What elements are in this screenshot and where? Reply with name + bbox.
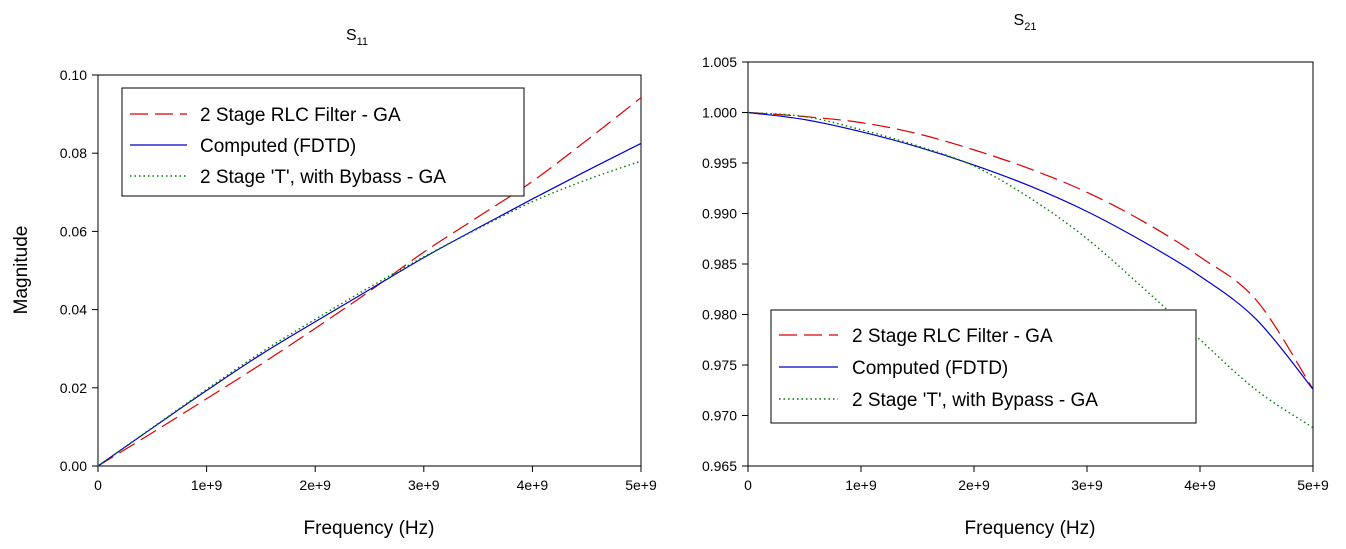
s21-title: S21	[1014, 12, 1037, 33]
s11-x-tick-label: 1e+9	[191, 477, 223, 493]
s21-series-line-3	[747, 111, 1314, 429]
s21-x-tick-label: 3e+9	[1071, 477, 1103, 493]
s21-x-axis-label: Frequency (Hz)	[965, 518, 1096, 539]
s21-y-tick-label: 0.980	[702, 307, 737, 323]
s21-y-tick-label: 0.970	[702, 408, 737, 424]
s11-legend-box	[121, 87, 525, 197]
s11-plot-frame	[97, 74, 642, 467]
s21-series-line-2	[747, 111, 1314, 390]
s21-legend: 2 Stage RLC Filter - GA Computed (FDTD) 2 …	[770, 309, 1197, 424]
s21-x-tick-label: 2e+9	[958, 477, 990, 493]
s11-chart: S11 0 1e+9 2e+9 3e+9 4e+9 5e+9 0.000.020.040.…	[11, 27, 657, 539]
s21-legend-label-2: Computed (FDTD)	[852, 358, 1008, 379]
s11-x-tick-label: 3e+9	[408, 477, 440, 493]
s11-y-tick-label: 0.02	[60, 380, 87, 396]
s11-x-tick-label: 5e+9	[625, 477, 657, 493]
s11-y-axis-label: Magnitude	[11, 226, 32, 315]
s11-y-ticks: 0.00 0.02 0.04 0.06 0.08 0.10	[60, 67, 98, 474]
s21-x-tick-label: 1e+9	[845, 477, 877, 493]
s21-legend-label-1: 2 Stage RLC Filter - GA	[852, 326, 1053, 347]
s21-legend-box	[770, 309, 1197, 424]
s21-x-ticks: 0 1e+9 2e+9 3e+9 4e+9 5e+9	[744, 466, 1329, 493]
s21-series-line-1	[747, 111, 1314, 390]
s11-x-axis-label: Frequency (Hz)	[304, 518, 435, 539]
s21-y-tick-label: 0.990	[702, 206, 737, 222]
s21-legend-label-3: 2 Stage 'T', with Bypass - GA	[852, 390, 1098, 411]
s11-y-tick-label: 0.08	[60, 145, 87, 161]
s11-legend-label-3: 2 Stage 'T', with Bybass - GA	[200, 167, 446, 188]
s11-x-tick-label: 0	[94, 477, 102, 493]
s11-legend-label-2: Computed (FDTD)	[200, 136, 356, 157]
s11-y-tick-label: 0.04	[60, 302, 87, 318]
s11-x-tick-label: 4e+9	[517, 477, 549, 493]
s21-y-ticks: 0.965 0.970 0.975 0.980 0.985 0.990 0.995 1.000…	[702, 54, 748, 474]
s11-y-tick-label: 0.10	[60, 67, 87, 83]
s21-y-tick-label: 1.005	[702, 54, 737, 70]
s11-series	[97, 97, 642, 467]
s11-x-tick-label: 2e+9	[299, 477, 331, 493]
s21-x-tick-label: 5e+9	[1297, 477, 1329, 493]
s11-legend-label-1: 2 Stage RLC Filter - GA	[200, 105, 401, 126]
s21-y-tick-label: 1.000	[702, 105, 737, 121]
s11-x-ticks: 0 1e+9 2e+9 3e+9 4e+9 5e+9	[94, 466, 657, 493]
s11-series-line-3	[97, 160, 642, 467]
s21-series	[747, 111, 1314, 429]
s21-y-tick-label: 0.965	[702, 458, 737, 474]
s11-series-line-1	[97, 97, 642, 467]
s21-y-tick-label: 0.995	[702, 155, 737, 171]
s21-y-tick-label: 0.975	[702, 357, 737, 373]
s21-x-tick-label: 4e+9	[1184, 477, 1216, 493]
s11-legend: 2 Stage RLC Filter - GA Computed (FDTD) 2 …	[121, 87, 525, 197]
s11-y-tick-label: 0.00	[60, 458, 87, 474]
s21-x-tick-label: 0	[744, 477, 752, 493]
s11-y-tick-label: 0.06	[60, 223, 87, 239]
s11-title: S11	[346, 27, 368, 48]
s21-y-tick-label: 0.985	[702, 256, 737, 272]
s21-chart: S21 0 1e+9 2e+9 3e+9 4e+9 5e+9 0.965 0.970 0.97…	[702, 12, 1329, 539]
